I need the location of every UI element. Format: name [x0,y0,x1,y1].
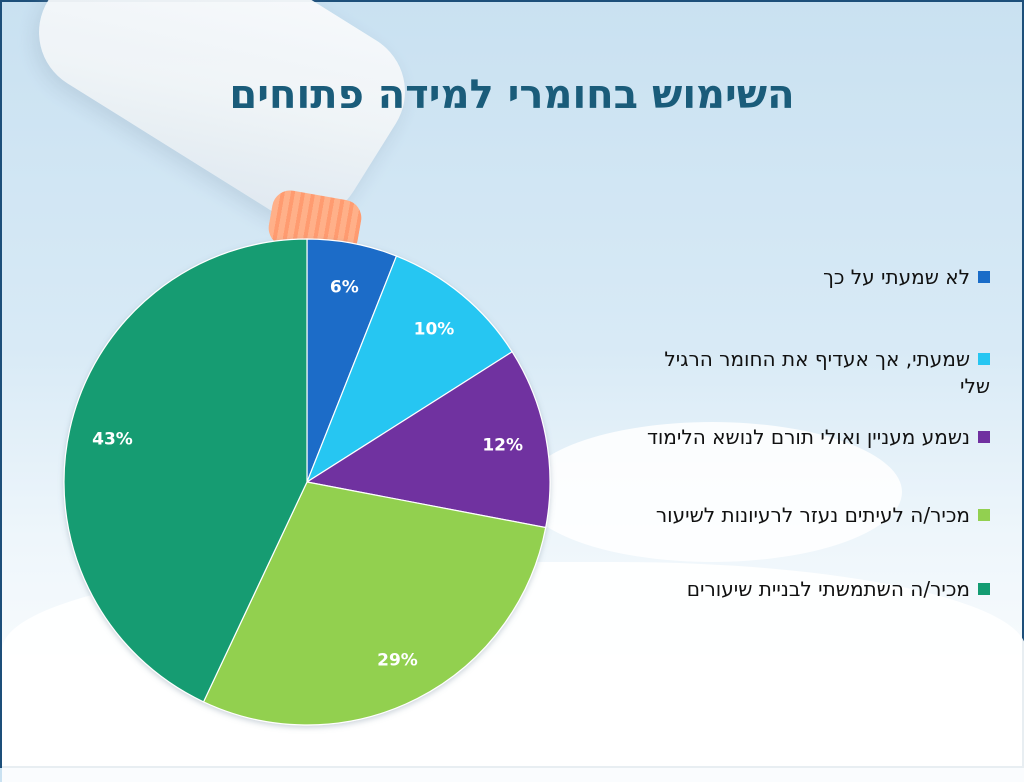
legend-item-4: מכיר/ה לעיתים נעזר לרעיונות לשיעור [634,502,990,529]
legend-swatch-5 [978,583,990,595]
legend-swatch-3 [978,431,990,443]
pie-slice-3 [305,350,551,529]
legend-item-1: לא שמעתי על כך [634,264,990,291]
legend-label-4: מכיר/ה לעיתים נעזר לרעיונות לשיעור [655,503,970,527]
pie-slice-5 [63,238,308,703]
pie-slice-label-5: 43% [92,430,133,450]
pie-slice-label-1: 6% [330,277,359,297]
pie-slice-4 [202,481,547,726]
legend-swatch-1 [978,271,990,283]
legend-item-3: נשמע מעניין ואולי תורם לנושא הלימוד [634,424,990,451]
legend-item-2: שמעתי, אך אעדיף את החומר הרגיל שלי [634,346,990,400]
legend-label-3: נשמע מעניין ואולי תורם לנושא הלימוד [646,425,970,449]
legend-swatch-2 [978,353,990,365]
slide-title: השימוש בחומרי למידה פתוחים [229,72,795,118]
pie-slice-2 [305,255,513,484]
pie-slice-label-2: 10% [414,320,455,340]
pie-slice-label-4: 29% [377,651,418,671]
legend-swatch-4 [978,509,990,521]
pie-slice-label-3: 12% [482,436,523,456]
legend-label-2: שמעתי, אך אעדיף את החומר הרגיל שלי [664,347,990,398]
legend-label-5: מכיר/ה השתמשתי לבניית שיעורים [686,577,970,601]
legend-item-5: מכיר/ה השתמשתי לבניית שיעורים [634,576,990,603]
legend-label-1: לא שמעתי על כך [823,265,970,289]
